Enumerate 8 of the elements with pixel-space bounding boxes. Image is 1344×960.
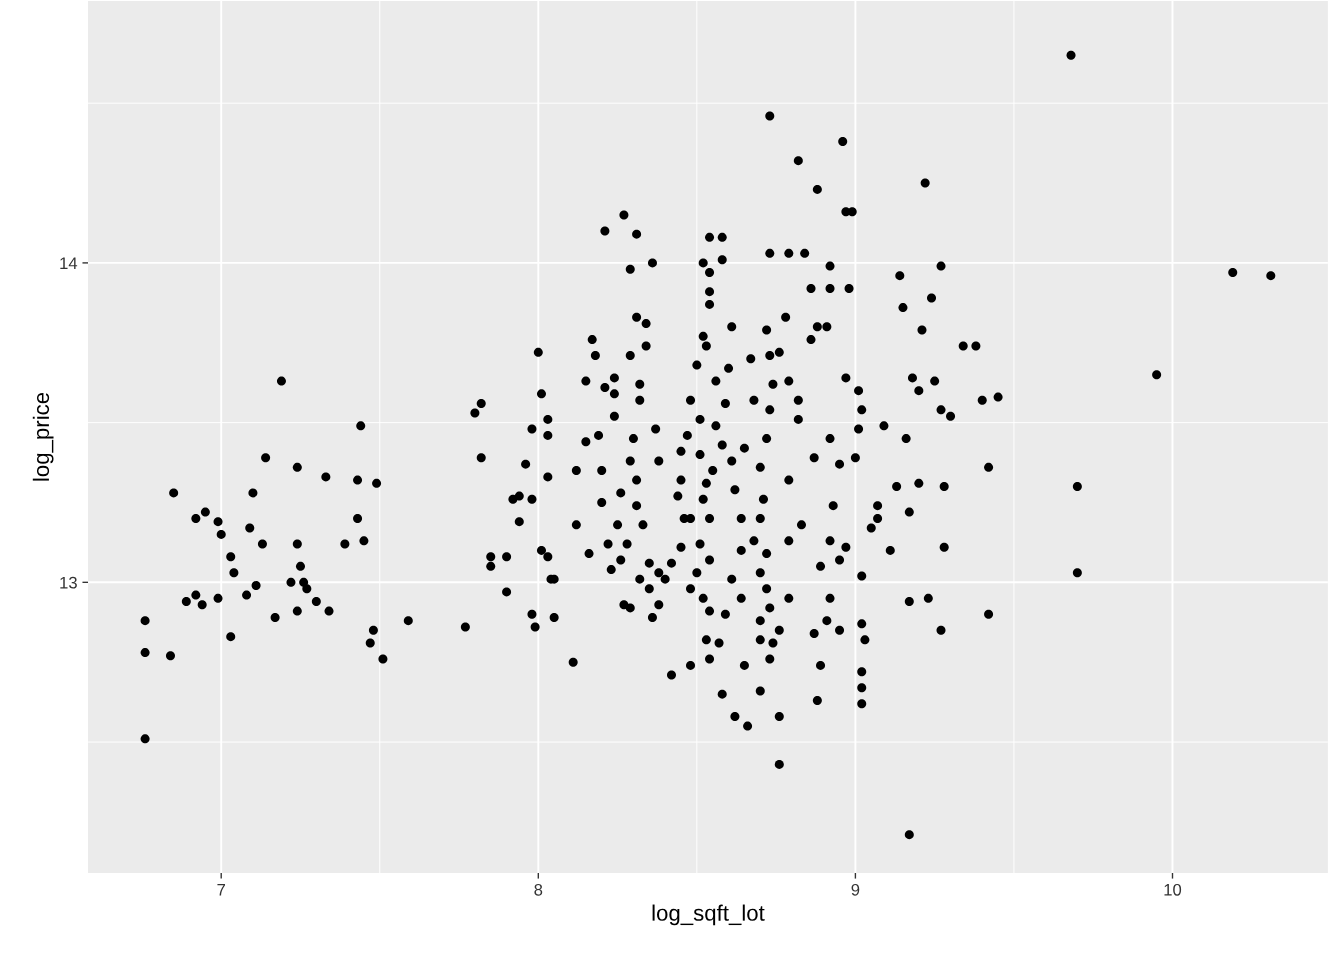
- x-axis-title: log_sqft_lot: [652, 904, 765, 926]
- y-tick-label: 13: [60, 576, 77, 589]
- x-tick-label: 7: [217, 884, 226, 896]
- x-tick-label: 9: [851, 883, 860, 896]
- x-tick-label: 8: [534, 883, 543, 896]
- y-tick-label: 14: [60, 257, 78, 269]
- y-axis-title: log_price: [32, 392, 54, 481]
- x-tick-label: 10: [1164, 883, 1182, 896]
